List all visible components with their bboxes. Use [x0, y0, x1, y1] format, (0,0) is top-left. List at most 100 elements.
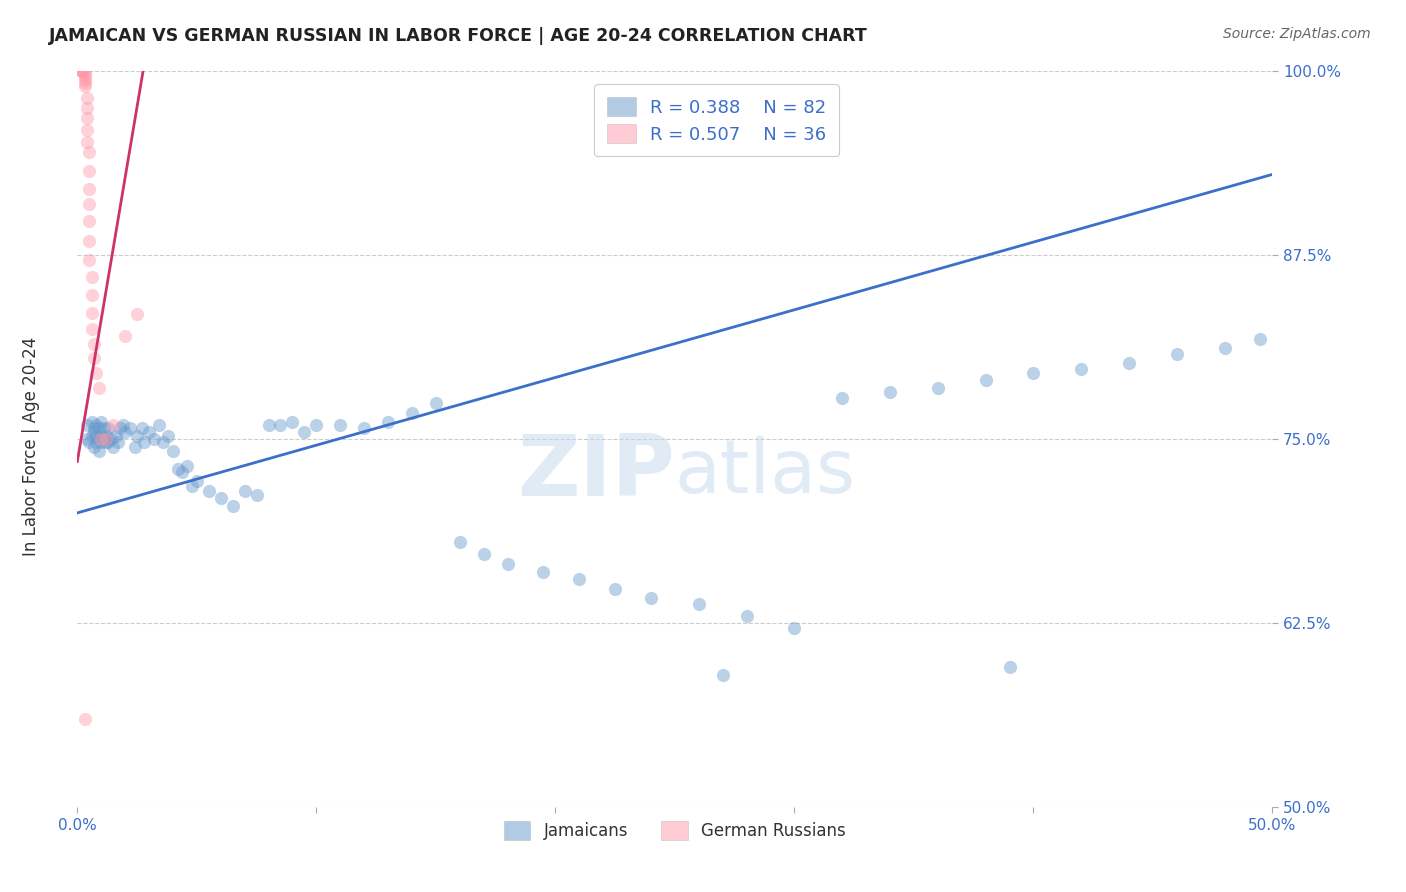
Point — [80, 270, 103, 285]
Point — [1070, 361, 1092, 376]
Point — [329, 417, 352, 432]
Point — [735, 609, 758, 624]
Point — [76, 91, 98, 105]
Point — [79, 435, 101, 450]
Point — [605, 582, 627, 597]
Point — [94, 429, 117, 443]
Point — [100, 433, 122, 447]
Point — [246, 488, 269, 502]
Point — [879, 385, 901, 400]
Point — [73, 712, 96, 726]
Point — [1250, 332, 1272, 346]
Point — [70, 64, 93, 78]
Point — [76, 112, 98, 126]
Point — [425, 395, 447, 409]
Point — [94, 433, 117, 447]
Point — [496, 558, 519, 572]
Point — [73, 70, 96, 85]
Point — [86, 429, 108, 443]
Point — [87, 420, 110, 434]
Point — [974, 373, 997, 387]
Point — [80, 415, 103, 429]
Text: Source: ZipAtlas.com: Source: ZipAtlas.com — [1223, 27, 1371, 41]
Point — [90, 429, 112, 443]
Point — [124, 440, 146, 454]
Point — [86, 435, 108, 450]
Point — [86, 366, 108, 380]
Point — [568, 572, 591, 586]
Point — [172, 465, 194, 479]
Point — [142, 433, 165, 447]
Text: ZIP: ZIP — [517, 431, 675, 514]
Point — [94, 435, 117, 450]
Point — [97, 435, 120, 450]
Point — [292, 425, 315, 439]
Point — [114, 425, 136, 439]
Point — [79, 182, 101, 196]
Point — [97, 420, 120, 434]
Point — [131, 420, 153, 434]
Point — [305, 417, 328, 432]
Point — [90, 433, 112, 447]
Point — [76, 417, 98, 432]
Point — [103, 417, 124, 432]
Point — [377, 415, 399, 429]
Point — [1166, 347, 1188, 361]
Point — [79, 234, 101, 248]
Legend: Jamaicans, German Russians: Jamaicans, German Russians — [496, 814, 853, 847]
Point — [83, 440, 105, 454]
Point — [76, 433, 98, 447]
Point — [401, 406, 423, 420]
Point — [166, 462, 188, 476]
Point — [73, 79, 96, 94]
Point — [80, 322, 103, 336]
Point — [83, 425, 105, 439]
Point — [90, 415, 112, 429]
Point — [186, 474, 208, 488]
Point — [107, 435, 129, 450]
Point — [80, 288, 103, 302]
Point — [176, 458, 198, 473]
Point — [111, 417, 134, 432]
Text: JAMAICAN VS GERMAN RUSSIAN IN LABOR FORCE | AGE 20-24 CORRELATION CHART: JAMAICAN VS GERMAN RUSSIAN IN LABOR FORC… — [49, 27, 868, 45]
Point — [87, 381, 110, 395]
Point — [162, 444, 184, 458]
Point — [70, 64, 93, 78]
Point — [1022, 366, 1045, 380]
Point — [76, 135, 98, 149]
Point — [76, 101, 98, 115]
Point — [209, 491, 232, 506]
Point — [127, 429, 149, 443]
Point — [79, 252, 101, 267]
Point — [83, 336, 105, 351]
Point — [688, 597, 710, 611]
Point — [449, 535, 471, 549]
Point — [533, 565, 555, 579]
Text: atlas: atlas — [675, 436, 856, 509]
Point — [134, 435, 156, 450]
Point — [103, 440, 124, 454]
Point — [93, 420, 115, 434]
Point — [73, 76, 96, 90]
Point — [73, 67, 96, 81]
Point — [93, 433, 115, 447]
Point — [181, 479, 204, 493]
Point — [79, 164, 101, 178]
Point — [118, 420, 141, 434]
Point — [148, 417, 170, 432]
Point — [783, 621, 806, 635]
Point — [233, 483, 256, 498]
Point — [80, 429, 103, 443]
Point — [127, 307, 149, 321]
Point — [472, 547, 495, 561]
Point — [70, 64, 93, 78]
Point — [80, 306, 103, 320]
Point — [138, 425, 160, 439]
Point — [927, 381, 949, 395]
Point — [110, 420, 132, 434]
Point — [157, 429, 180, 443]
Point — [70, 64, 93, 78]
Point — [73, 64, 96, 78]
Point — [831, 391, 853, 405]
Point — [83, 351, 105, 366]
